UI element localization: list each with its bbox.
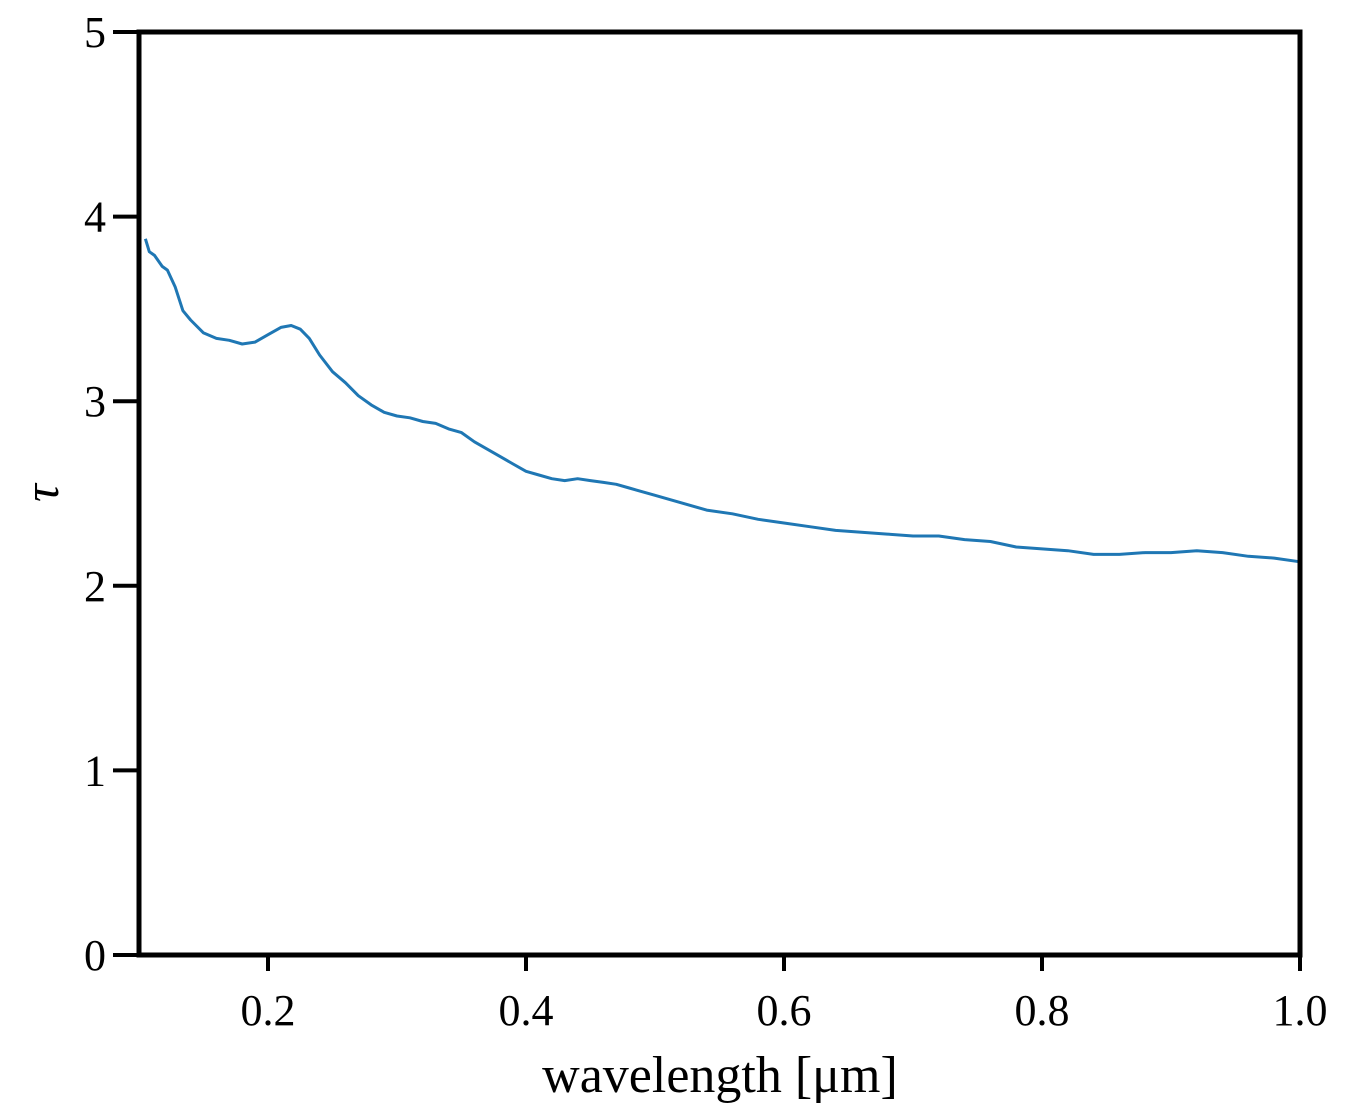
x-tick-label: 0.8 bbox=[1015, 986, 1070, 1035]
x-tick-label: 0.2 bbox=[241, 986, 296, 1035]
y-tick-label: 0 bbox=[84, 931, 106, 980]
x-tick-label: 0.6 bbox=[757, 986, 812, 1035]
y-tick-label: 3 bbox=[84, 377, 106, 426]
y-tick-label: 4 bbox=[84, 193, 106, 242]
y-axis-label: τ bbox=[13, 482, 69, 502]
x-axis-label: wavelength [μm] bbox=[542, 1047, 898, 1104]
y-tick-label: 1 bbox=[84, 746, 106, 795]
plot-frame bbox=[136, 29, 1303, 958]
series-layer bbox=[143, 238, 1301, 564]
ticks-layer: 0.2 0.4 0.6 0.8 1.0 0 1 2 3 4 5 bbox=[84, 8, 1328, 1035]
x-tick-label: 0.4 bbox=[499, 986, 554, 1035]
y-tick-label: 2 bbox=[84, 562, 106, 611]
y-tick-label: 5 bbox=[84, 8, 106, 57]
x-tick-label: 1.0 bbox=[1273, 986, 1328, 1035]
series-line bbox=[143, 238, 1301, 564]
